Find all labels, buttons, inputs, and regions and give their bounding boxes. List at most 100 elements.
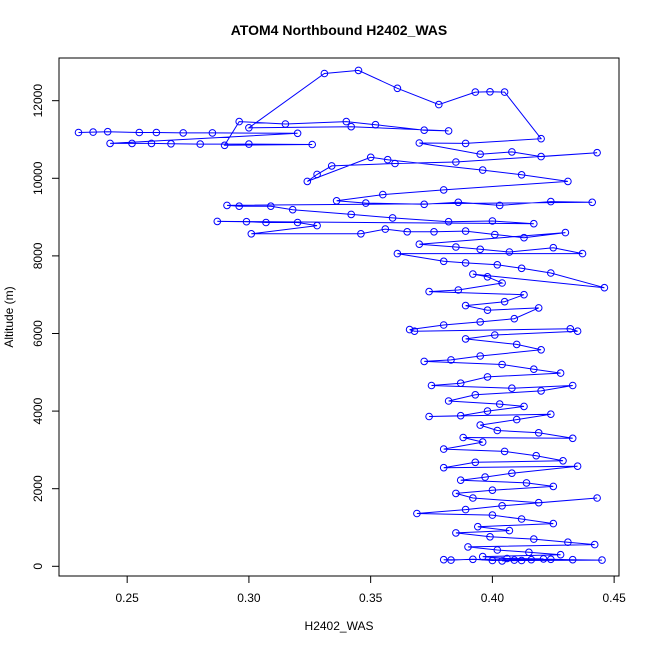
data-point: [532, 451, 541, 460]
data-point: [444, 127, 453, 135]
data-point: [530, 219, 538, 228]
data-point: [510, 314, 519, 323]
data-point: [379, 190, 387, 199]
data-point: [461, 227, 470, 235]
data-point: [247, 230, 256, 238]
data-point: [452, 489, 460, 498]
data-point: [220, 141, 229, 150]
data-point: [435, 100, 443, 109]
data-point: [505, 248, 514, 256]
data-point: [447, 556, 455, 564]
data-point: [483, 273, 492, 281]
data-point: [415, 240, 424, 248]
data-point: [508, 384, 516, 393]
data-point: [488, 486, 497, 495]
data-point: [413, 509, 421, 518]
data-point: [600, 283, 609, 292]
x-tick-label: 0.25: [115, 591, 139, 605]
data-point: [366, 153, 375, 162]
data-point: [439, 555, 448, 564]
data-point: [478, 438, 487, 446]
data-point: [517, 171, 526, 179]
y-axis: 0 2000 4000 6000 8000 10000 12000: [31, 84, 60, 570]
data-point: [474, 522, 482, 531]
data-point: [478, 166, 487, 174]
data-point: [534, 429, 543, 437]
data-point: [517, 515, 526, 523]
data-point: [476, 421, 485, 429]
data-point: [288, 205, 297, 214]
data-point: [530, 535, 538, 543]
data-point: [498, 557, 506, 565]
data-point: [564, 538, 572, 547]
data-point: [517, 264, 526, 273]
data-point: [547, 269, 555, 277]
data-point: [559, 457, 567, 465]
data-point: [147, 139, 156, 148]
y-tick-label: 10000: [31, 161, 45, 195]
x-axis: 0.25 0.30 0.35 0.40 0.45: [115, 575, 626, 605]
data-point: [452, 158, 460, 166]
data-point: [547, 197, 555, 206]
data-point: [383, 155, 392, 164]
data-point: [281, 120, 290, 128]
data-point: [439, 257, 448, 266]
data-point: [106, 139, 114, 148]
data-point: [568, 434, 577, 443]
data-point: [520, 233, 528, 242]
data-point: [464, 543, 472, 551]
data-point: [342, 117, 351, 126]
data-point: [578, 249, 587, 258]
data-point: [500, 447, 509, 456]
data-point: [320, 69, 329, 78]
data-point: [439, 463, 448, 472]
data-point: [447, 356, 455, 364]
data-point: [539, 555, 548, 563]
data-point: [491, 331, 499, 339]
data-point: [303, 177, 312, 186]
data-point: [456, 476, 465, 485]
y-tick-label: 0: [31, 563, 45, 570]
data-point: [454, 286, 463, 294]
data-point: [537, 387, 545, 395]
data-point: [522, 479, 531, 487]
data-point: [568, 381, 577, 390]
y-tick-label: 2000: [31, 475, 45, 502]
data-point: [508, 469, 516, 478]
data-point: [500, 297, 509, 306]
data-point: [179, 129, 187, 137]
data-point: [444, 397, 453, 405]
data-point: [486, 533, 494, 541]
data-point: [430, 228, 438, 236]
data-point: [208, 129, 217, 137]
data-point: [235, 202, 243, 210]
chart-title: ATOM4 Northbound H2402_WAS: [231, 22, 448, 38]
data-point: [476, 352, 485, 360]
x-tick-label: 0.35: [359, 591, 383, 605]
data-point: [439, 445, 448, 453]
data-point: [313, 221, 321, 230]
data-point: [152, 128, 161, 137]
data-point: [459, 433, 468, 442]
series-line: [78, 69, 605, 562]
data-point: [245, 124, 253, 132]
data-point: [308, 140, 317, 149]
data-point: [469, 270, 477, 278]
data-point: [488, 556, 497, 565]
data-point: [520, 402, 528, 411]
data-point: [491, 230, 499, 239]
data-point: [476, 318, 485, 326]
data-point: [403, 228, 412, 236]
data-point: [556, 550, 565, 559]
data-point: [420, 200, 429, 209]
x-tick-label: 0.45: [602, 591, 626, 605]
data-point: [444, 217, 453, 226]
data-point: [469, 494, 477, 502]
x-tick-label: 0.40: [481, 591, 505, 605]
data-point: [520, 290, 528, 299]
data-point: [371, 120, 380, 129]
y-tick-label: 12000: [31, 84, 45, 118]
data-point: [410, 327, 419, 336]
data-point: [483, 407, 492, 415]
data-point: [510, 556, 519, 564]
